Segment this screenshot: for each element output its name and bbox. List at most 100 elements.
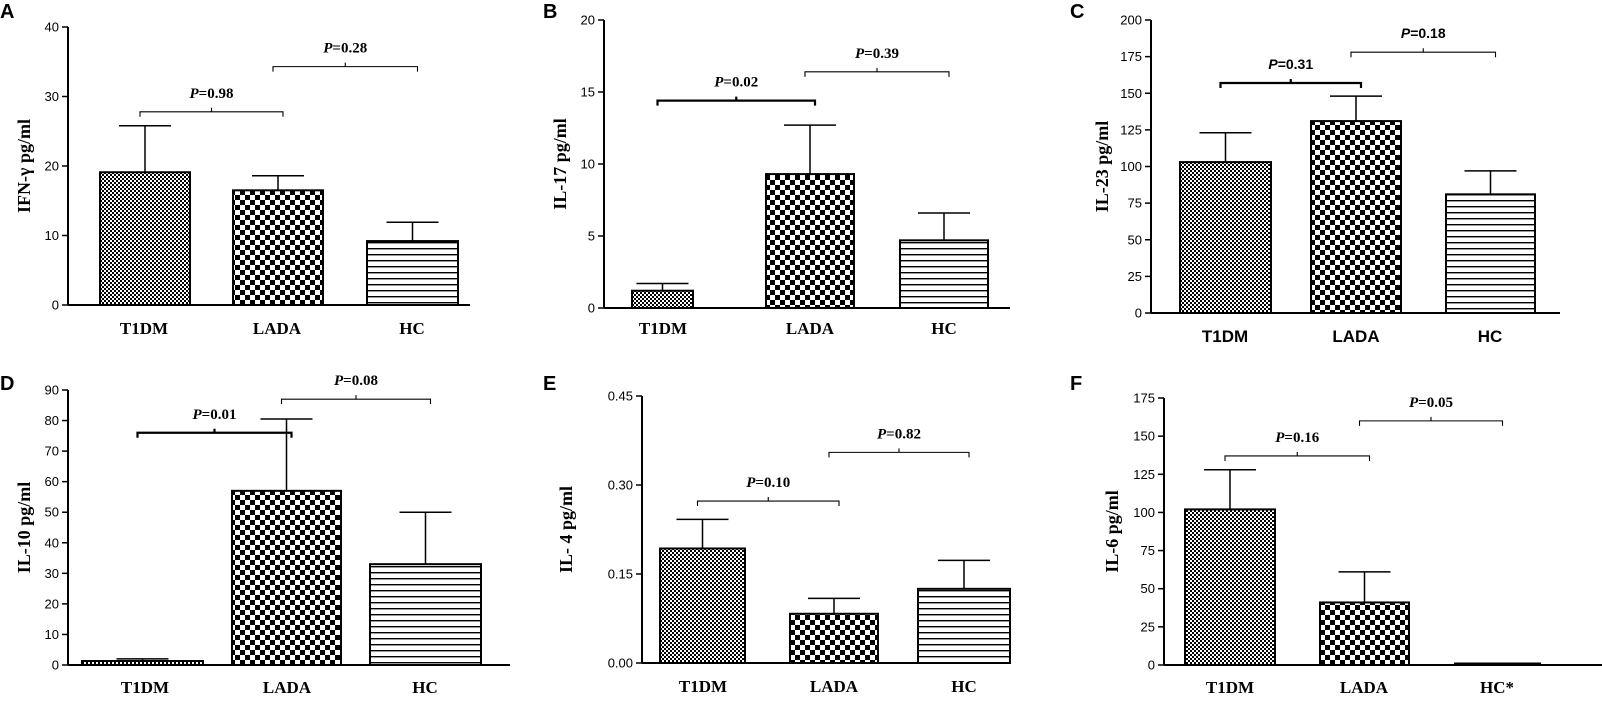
p-value-label: P=0.31 — [1268, 56, 1313, 72]
panel-letter: C — [1070, 1, 1084, 23]
comparison-bracket — [280, 395, 432, 405]
category-label: T1DM — [121, 678, 169, 697]
chart-panel-f: F 0 25 50 75 100 125 150 175 IL-6 pg/ml T1DM LADA HC… — [1070, 373, 1602, 697]
comparison-bracket — [1358, 416, 1504, 426]
y-tick-label: 25 — [1141, 619, 1155, 634]
category-label: HC* — [1480, 678, 1514, 697]
bar-hc — [899, 239, 989, 310]
y-axis-label: IL-10 pg/ml — [14, 482, 34, 574]
bar-lada — [231, 489, 342, 667]
y-axis-label: IL- 4 pg/ml — [556, 486, 576, 573]
y-tick-label: 175 — [1120, 49, 1142, 64]
y-tick-label: 0.30 — [608, 478, 633, 493]
y-tick-label: 50 — [1141, 581, 1155, 596]
p-value-label: P=0.98 — [190, 86, 234, 102]
y-axis-label: IL-6 pg/ml — [1102, 490, 1122, 573]
y-tick-label: 30 — [45, 89, 59, 104]
category-label: LADA — [253, 319, 302, 338]
error-bar — [636, 282, 689, 291]
panel-letter: E — [543, 373, 556, 395]
y-tick-label: 20 — [581, 13, 595, 28]
y-tick-label: 40 — [45, 535, 59, 550]
category-label: LADA — [786, 319, 835, 338]
y-tick-label: 0 — [52, 658, 59, 673]
error-bar — [808, 597, 860, 614]
bar-t1dm — [99, 171, 191, 306]
panel-letter: A — [0, 1, 14, 23]
chart-panel-d: D 0 10 20 30 40 50 60 70 80 90 IL-10 pg/ml T1DM LADA H… — [0, 373, 510, 697]
comparison-bracket — [828, 448, 970, 458]
error-bar — [938, 559, 990, 589]
comparison-bracket — [136, 428, 293, 438]
category-label: LADA — [810, 677, 859, 696]
y-tick-label: 0.15 — [608, 567, 633, 582]
y-tick-label: 50 — [1128, 232, 1142, 247]
category-label: HC — [931, 319, 957, 338]
error-bar — [399, 511, 452, 565]
p-value-label: P=0.16 — [1275, 430, 1319, 446]
bar-lada — [765, 173, 855, 309]
p-value-label: P=0.02 — [714, 75, 758, 91]
y-tick-label: 5 — [588, 229, 595, 244]
error-bar — [784, 124, 836, 175]
y-tick-label: 100 — [1133, 505, 1155, 520]
bar-t1dm — [1184, 508, 1276, 666]
bar-lada — [789, 612, 879, 665]
y-tick-label: 200 — [1120, 13, 1142, 28]
y-tick-label: 75 — [1128, 196, 1142, 211]
chart-panel-a: A 0 10 20 30 40 IFN-γ pg/ml T1DM LADA HC P=0.98 P=0… — [0, 1, 470, 338]
y-tick-label: 125 — [1133, 467, 1155, 482]
chart-panel-e: E 0.00 0.15 0.30 0.45 IL- 4 pg/ml T1DM LADA HC P=… — [543, 373, 1011, 696]
category-label: T1DM — [639, 319, 687, 338]
error-bar — [260, 418, 313, 491]
y-tick-label: 150 — [1133, 429, 1155, 444]
chart-panel-b: B 0 5 10 15 20 IL-17 pg/ml T1DM LADA HC P=0.02 P=0.… — [543, 1, 1010, 338]
category-label: LADA — [1332, 327, 1379, 346]
y-tick-label: 70 — [45, 444, 59, 459]
y-tick-label: 175 — [1133, 391, 1155, 406]
bar-hc — [1445, 193, 1536, 315]
y-tick-label: 125 — [1120, 122, 1142, 137]
p-value-label: P=0.18 — [1401, 25, 1446, 41]
y-tick-label: 150 — [1120, 86, 1142, 101]
category-label: HC — [399, 319, 425, 338]
category-label: T1DM — [679, 677, 727, 696]
y-axis-label: IFN-γ pg/ml — [14, 119, 34, 213]
category-label: LADA — [1340, 678, 1389, 697]
error-bar — [1330, 95, 1382, 122]
y-tick-label: 20 — [45, 159, 59, 174]
y-tick-label: 20 — [45, 596, 59, 611]
p-value-label: P=0.10 — [746, 475, 790, 491]
error-bar — [386, 221, 439, 242]
y-tick-label: 0 — [1148, 658, 1155, 673]
panel-letter: D — [0, 373, 14, 395]
category-label: HC — [951, 677, 977, 696]
bar-t1dm — [631, 289, 694, 310]
error-bar — [252, 174, 304, 191]
y-tick-label: 80 — [45, 413, 59, 428]
p-value-label: P=0.05 — [1409, 395, 1453, 411]
category-label: T1DM — [1202, 327, 1248, 346]
bar-hc — [369, 563, 482, 667]
category-label: T1DM — [1206, 678, 1254, 697]
y-tick-label: 40 — [45, 20, 59, 35]
y-tick-label: 75 — [1141, 543, 1155, 558]
comparison-bracket — [1224, 451, 1371, 461]
comparison-bracket — [139, 107, 284, 117]
error-bar — [1199, 132, 1252, 163]
p-value-label: P=0.28 — [323, 41, 367, 57]
panel-letter: B — [543, 1, 557, 23]
y-tick-label: 0 — [588, 301, 595, 316]
p-value-label: P=0.01 — [193, 407, 237, 423]
bar-hc — [366, 240, 459, 306]
bar-t1dm — [1179, 161, 1272, 314]
panel-letter: F — [1070, 373, 1082, 395]
error-bar — [116, 658, 169, 662]
y-tick-label: 50 — [45, 505, 59, 520]
error-bar — [1464, 170, 1517, 195]
comparison-bracket — [656, 96, 817, 106]
y-tick-label: 90 — [45, 383, 59, 398]
category-label: HC — [1478, 327, 1503, 346]
y-tick-label: 15 — [581, 85, 595, 100]
